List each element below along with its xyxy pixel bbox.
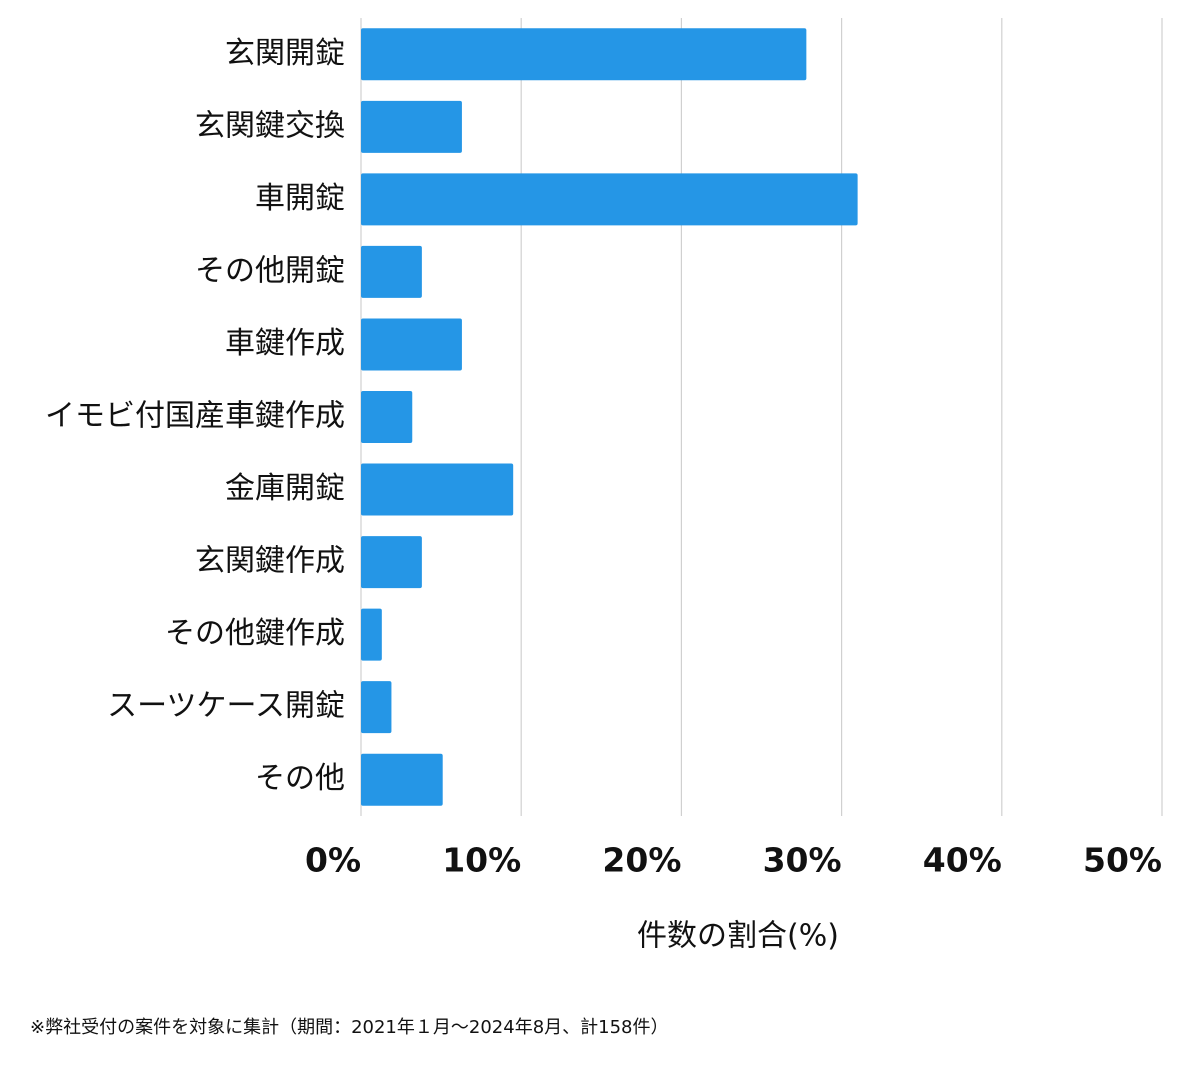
- footnote: ※弊社受付の案件を対象に集計（期間：2021年１月～2024年8月、計158件）: [30, 1017, 669, 1038]
- bar: [361, 608, 382, 661]
- y-tick-label: 玄関開錠: [225, 36, 345, 71]
- x-tick-label: 40%: [923, 841, 1002, 880]
- bar: [361, 318, 462, 371]
- y-tick-label: 車鍵作成: [225, 326, 345, 361]
- bar: [361, 681, 392, 734]
- bar: [361, 28, 807, 81]
- y-tick-label: イモビ付国産車鍵作成: [45, 399, 345, 434]
- bar: [361, 245, 422, 298]
- x-tick-label: 10%: [442, 841, 521, 880]
- y-tick-label: 玄関鍵交換: [195, 108, 345, 143]
- y-tick-label: 金庫開錠: [225, 471, 345, 506]
- bar: [361, 173, 858, 226]
- bar: [361, 753, 443, 806]
- x-tick-label: 50%: [1083, 841, 1162, 880]
- x-tick-label: 30%: [763, 841, 842, 880]
- x-axis-title: 件数の割合(%): [637, 919, 839, 954]
- bar: [361, 463, 514, 516]
- y-tick-label: 玄関鍵作成: [195, 544, 345, 579]
- y-tick-label: その他: [255, 761, 345, 796]
- y-tick-label: スーツケース開錠: [107, 689, 345, 724]
- bar: [361, 100, 462, 153]
- y-tick-label: その他鍵作成: [165, 616, 345, 651]
- x-tick-label: 20%: [602, 841, 681, 880]
- x-tick-label: 0%: [305, 841, 361, 880]
- bar: [361, 536, 422, 589]
- y-tick-label: その他開錠: [195, 253, 345, 288]
- bar: [361, 391, 413, 443]
- y-tick-label: 車開錠: [255, 181, 345, 216]
